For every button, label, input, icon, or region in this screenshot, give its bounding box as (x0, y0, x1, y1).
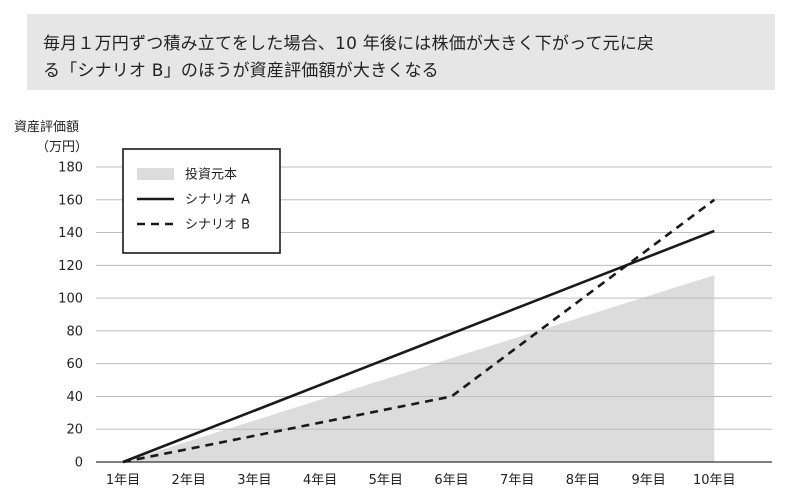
y-tick-label: 80 (66, 324, 83, 339)
y-tick-label: 100 (58, 292, 83, 307)
y-axis-unit: （万円） (36, 140, 89, 155)
chart-title-line-1: 毎月１万円ずつ積み立てをした場合、10 年後には株価が大きく下がって元に戻 (43, 34, 655, 54)
legend-label: 投資元本 (185, 167, 237, 183)
x-tick-label: 2年目 (172, 473, 206, 488)
legend-swatch-area (137, 168, 174, 180)
x-tick-label: 4年目 (303, 473, 337, 488)
chart-title-line-2: る「シナリオ B」のほうが資産評価額が大きくなる (43, 61, 439, 81)
legend-label: シナリオ A (185, 193, 250, 208)
legend-box (122, 148, 281, 254)
y-tick-label: 180 (58, 161, 83, 176)
y-axis-label: 資産評価額 （万円） (14, 118, 88, 158)
x-tick-label: 10年目 (693, 473, 736, 488)
series-area-0 (123, 275, 715, 462)
y-tick-label: 20 (66, 423, 83, 438)
x-tick-label: 3年目 (237, 473, 271, 488)
chart-title-box: 毎月１万円ずつ積み立てをした場合、10 年後には株価が大きく下がって元に戻 る「… (27, 14, 775, 90)
y-tick-label: 120 (58, 259, 83, 274)
series-line-solid (122, 229, 715, 464)
y-tick-label: 40 (66, 390, 83, 405)
y-tick-label: 60 (66, 357, 83, 372)
x-tick-label: 6年目 (434, 473, 468, 488)
series-line-dashed (122, 198, 716, 464)
y-axis-title: 資産評価額 (14, 120, 80, 135)
x-tick-label: 1年目 (106, 473, 140, 488)
x-tick-label: 5年目 (369, 473, 403, 488)
legend-label: シナリオ B (185, 218, 250, 233)
y-tick-label: 140 (58, 226, 83, 241)
x-tick-label: 7年目 (500, 473, 534, 488)
y-tick-label: 160 (58, 193, 83, 208)
x-tick-label: 8年目 (566, 473, 600, 488)
x-tick-label: 9年目 (631, 473, 665, 488)
y-tick-label: 0 (75, 456, 83, 471)
